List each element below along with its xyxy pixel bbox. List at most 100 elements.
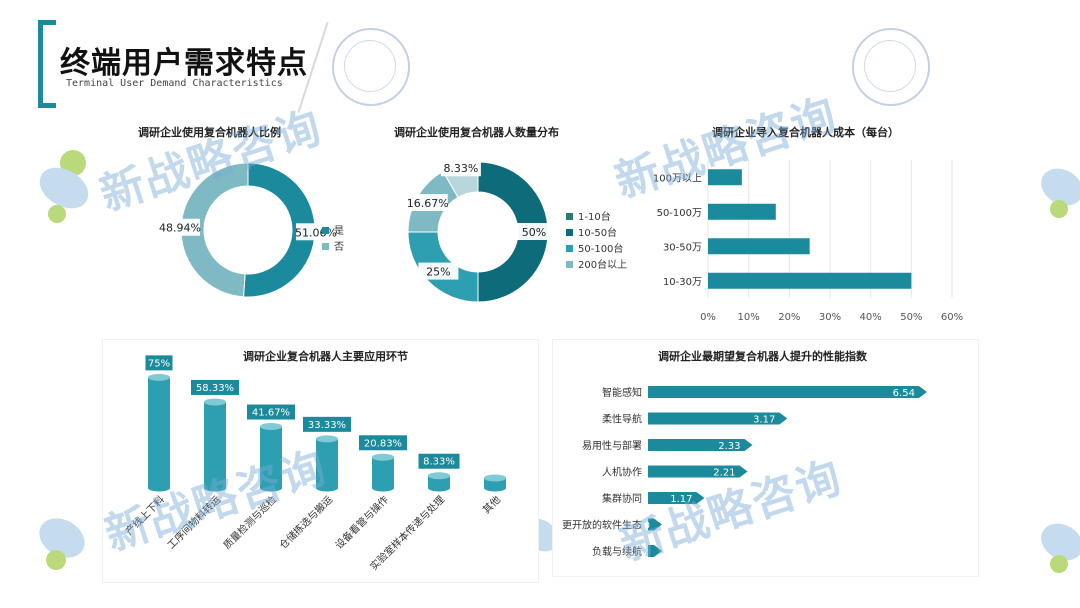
bar [648, 518, 662, 531]
y-tick-label: 柔性导航 [602, 413, 642, 426]
data-label-box [145, 355, 173, 371]
data-label: 8.33% [423, 457, 455, 468]
bar-top [484, 474, 506, 482]
bar [648, 439, 753, 451]
y-tick-label: 负载与续航 [592, 545, 642, 558]
chart-panel-cost: 调研企业导入复合机器人成本（每台） 0% 10% 20% 30% 40% 50% 60% 10… [650, 118, 970, 330]
bar [148, 377, 170, 488]
bar [204, 401, 226, 488]
title-bracket [38, 20, 56, 108]
chart-title: 调研企业复合机器人主要应用环节 [243, 350, 408, 363]
data-label: 48.94% [159, 222, 201, 235]
legend-swatch [566, 213, 573, 220]
y-tick-label: 30-50万 [663, 242, 702, 253]
data-label: 0 [644, 521, 650, 532]
bar [648, 465, 748, 478]
chart-panel-usage-ratio: 调研企业使用复合机器人比例 51.06% 48.94% 是否 [100, 118, 360, 318]
x-tick-label: 20% [778, 312, 800, 323]
bar-top [316, 435, 338, 443]
legend-label: 是 [334, 225, 344, 237]
x-tick-label: 质量检测与巡检 [220, 493, 279, 552]
x-tick-label: 30% [819, 312, 841, 323]
bar-base [484, 484, 506, 492]
data-label: 58.33% [196, 383, 234, 394]
data-label: 50% [522, 226, 546, 239]
data-label-box [359, 435, 407, 451]
x-tick-label: 其他 [480, 493, 503, 516]
decor-blob [1050, 200, 1068, 218]
bar-base [428, 484, 450, 492]
x-tick-label: 60% [941, 312, 963, 323]
page-subtitle: Terminal User Demand Characteristics [66, 78, 283, 89]
data-label-box [418, 453, 460, 469]
legend-label: 50-100台 [578, 242, 623, 255]
y-tick-label: 100万以上 [653, 172, 702, 184]
bar [708, 238, 810, 255]
data-label: 25% [426, 266, 450, 279]
y-tick-label: 人机协作 [602, 466, 642, 479]
data-label-box [418, 262, 459, 280]
bar [648, 386, 927, 398]
y-tick-label: 智能感知 [602, 386, 642, 399]
bar-base [316, 484, 338, 492]
chart-panel-applications: 调研企业复合机器人主要应用环节 75% 产线上下料 58.33% 工序间物料转运 41.… [103, 340, 538, 582]
data-label: 33.33% [308, 420, 346, 431]
bar [260, 426, 282, 488]
bar-top [372, 453, 394, 461]
data-label: 1.17 [670, 494, 692, 505]
data-label-box [191, 379, 239, 395]
x-tick-label: 0% [700, 312, 716, 323]
bar-top [428, 472, 450, 480]
bar-base [372, 484, 394, 492]
watermark-seal [332, 28, 410, 106]
bar [708, 272, 912, 289]
data-label-box [407, 193, 448, 211]
bar-base [260, 484, 282, 492]
chart-title: 调研企业使用复合机器人数量分布 [394, 126, 559, 139]
donut-chart-usage: 51.06% 48.94% 是否 [159, 162, 344, 298]
x-tick-label: 工序间物料转运 [164, 493, 223, 552]
data-label: 16.67% [407, 197, 449, 210]
bar-chart-performance: 智能感知 6.54 柔性导航 3.17 易用性与部署 2.33 人机协作 2.21 集群协同 1.… [562, 386, 927, 558]
bar-top [148, 373, 170, 381]
donut-slice [243, 162, 316, 298]
legend-swatch [322, 227, 329, 234]
x-tick-label: 50% [900, 312, 922, 323]
legend-swatch [322, 243, 329, 250]
legend-label: 1-10台 [578, 210, 611, 223]
bar [428, 475, 450, 488]
decor-blob [1050, 555, 1068, 573]
bar [372, 457, 394, 488]
x-tick-label: 10% [738, 312, 760, 323]
x-tick-label: 仓储拣选与搬运 [276, 493, 335, 552]
donut-chart-quantity: 50% 25% 16.67% 8.33% 1-10台 10-50台 50-100台 200台以… [407, 159, 627, 303]
bar [484, 478, 506, 488]
data-label-box [247, 404, 295, 420]
bar [708, 203, 776, 220]
decor-blob [60, 150, 86, 176]
y-tick-label: 50-100万 [657, 208, 702, 219]
bar-top [260, 423, 282, 431]
legend-label: 否 [334, 241, 344, 253]
bar [316, 438, 338, 488]
donut-slice [477, 161, 549, 303]
data-label: 41.67% [252, 408, 290, 419]
chart-title: 调研企业导入复合机器人成本（每台） [712, 126, 899, 139]
data-label: 51.06% [295, 226, 337, 239]
x-tick-label: 40% [860, 312, 882, 323]
legend-label: 200台以上 [578, 258, 627, 271]
data-label-box [514, 223, 554, 240]
bar [648, 545, 662, 557]
decor-blob [32, 510, 92, 566]
donut-slice [180, 162, 249, 298]
bar-chart-applications: 75% 产线上下料 58.33% 工序间物料转运 41.67% 质量检测与巡检 33.33%… [123, 355, 506, 573]
legend-label: 10-50台 [578, 226, 617, 239]
y-tick-label: 易用性与部署 [582, 439, 642, 452]
data-label: 3.17 [753, 415, 775, 426]
data-label: 2.21 [713, 468, 735, 479]
bar-base [148, 484, 170, 492]
decor-blob [46, 550, 66, 570]
chart-title: 调研企业使用复合机器人比例 [138, 126, 281, 139]
bar [648, 412, 788, 425]
data-label: 2.33 [718, 441, 740, 452]
